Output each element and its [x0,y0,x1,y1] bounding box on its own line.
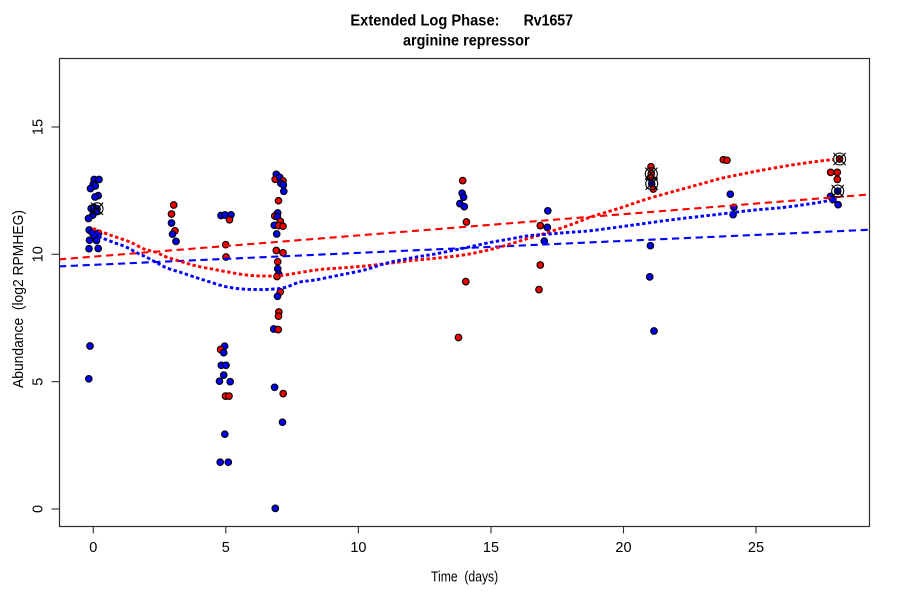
svg-text:0: 0 [31,505,47,513]
svg-text:15: 15 [31,119,47,135]
svg-text:10: 10 [350,540,366,556]
svg-text:5: 5 [222,540,230,556]
svg-text:Time (days): Time (days) [431,570,498,586]
svg-text:15: 15 [483,540,499,556]
svg-text:arginine repressor: arginine repressor [403,33,530,50]
svg-text:Rv1657: Rv1657 [524,13,573,30]
svg-text:5: 5 [31,378,47,386]
svg-text:Abundance (log2 RPMHEG): Abundance (log2 RPMHEG) [11,210,27,388]
svg-text:Extended Log Phase:: Extended Log Phase: [350,13,499,30]
svg-text:0: 0 [89,540,97,556]
svg-text:25: 25 [748,540,764,556]
svg-text:20: 20 [615,540,631,556]
svg-text:10: 10 [31,246,47,262]
